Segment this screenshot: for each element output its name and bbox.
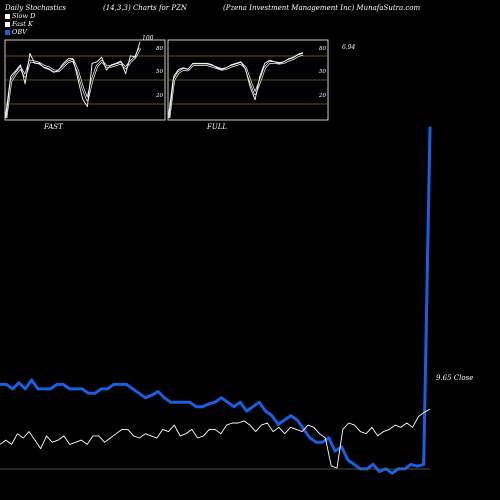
legend-label-obv: OBV [12,28,27,36]
fast-ytick-80: 80 [156,46,163,52]
legend-swatch-slow-d [5,13,10,19]
full-ytick-20: 20 [319,93,326,99]
legend-swatch-fast-k [5,21,10,27]
header-left: Daily Stochastics [5,4,67,12]
full-ytick-80: 80 [319,46,326,52]
fast-ytick-20: 20 [156,93,163,99]
legend-obv: OBV [5,28,27,36]
close-price-label: 9.65 Close [436,374,474,382]
full-series-k [168,52,304,119]
legend-swatch-obv [5,29,10,35]
legend-fast-k: Fast K [5,20,33,28]
close-price-line [0,408,431,469]
obv-line [0,126,432,475]
legend-label-fast-k: Fast K [12,20,33,28]
fast-series-k [5,41,141,119]
legend-label-slow-d: Slow D [12,12,36,20]
legend-slow-d: Slow D [5,12,35,20]
full-ytick-50: 50 [319,69,326,75]
fast-panel-top-value: 100 [142,35,154,42]
header-right: (Pzena Investment Management Inc) Munafa… [223,4,421,12]
full-panel-label: FULL [207,123,228,131]
fast-ytick-50: 50 [156,69,163,75]
fast-panel-label: FAST [44,123,63,131]
full-panel-top-value: 6.94 [342,44,356,51]
header-middle: (14,3,3) Charts for PZN [103,4,188,12]
